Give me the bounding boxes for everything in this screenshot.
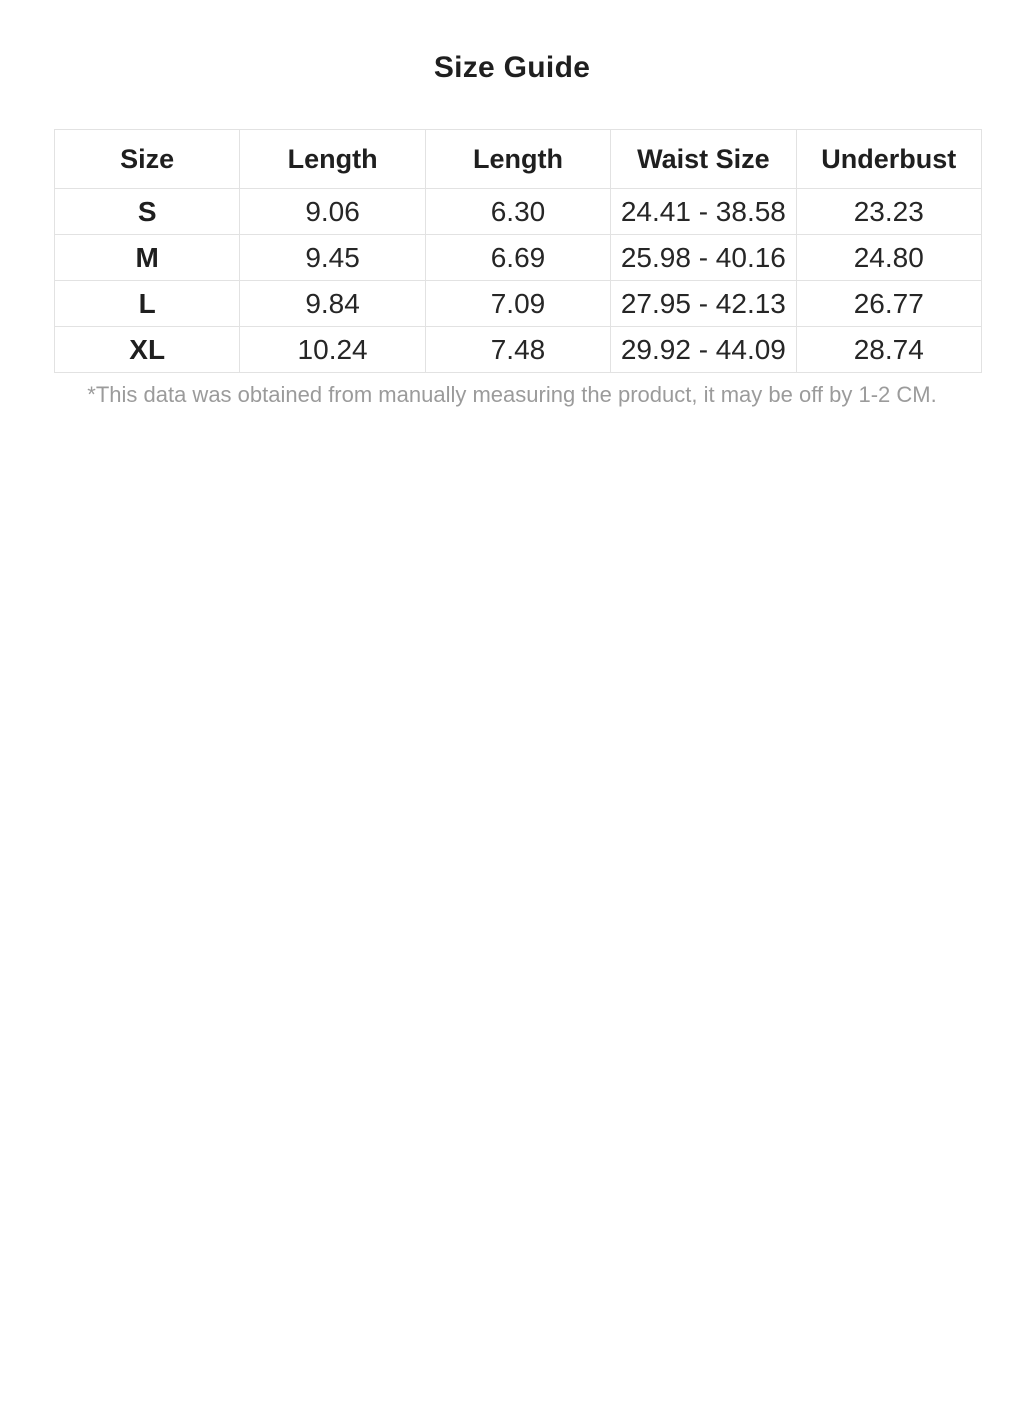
table-cell: 29.92 - 44.09 <box>610 326 797 373</box>
table-cell: 26.77 <box>795 280 983 327</box>
table-cell: 6.69 <box>424 234 612 281</box>
table-row-s: S 9.06 6.30 24.41 - 38.58 23.23 <box>53 188 983 235</box>
size-label: XL <box>53 326 241 373</box>
table-row-l: L 9.84 7.09 27.95 - 42.13 26.77 <box>53 280 983 327</box>
table-cell: 23.23 <box>795 188 983 235</box>
header-cell-size: Size <box>53 129 241 189</box>
table-cell: 9.84 <box>239 280 426 327</box>
table-row-xl: XL 10.24 7.48 29.92 - 44.09 28.74 <box>53 326 983 373</box>
table-cell: 24.80 <box>795 234 983 281</box>
size-guide-page: { "page": { "title": "Size Guide", "foot… <box>0 50 1024 1414</box>
page-title: Size Guide <box>433 51 591 84</box>
table-cell: 7.09 <box>424 280 612 327</box>
size-label: L <box>53 280 241 327</box>
table-cell: 28.74 <box>795 326 983 373</box>
header-row: Size Length Length Waist Size Underbust <box>53 129 983 189</box>
header-cell-waist-size: Waist Size <box>610 129 797 189</box>
table-cell: 27.95 - 42.13 <box>610 280 797 327</box>
header-cell-length-1: Length <box>239 129 426 189</box>
size-label: S <box>53 188 241 235</box>
table-body: S 9.06 6.30 24.41 - 38.58 23.23 M 9.45 6… <box>53 188 983 373</box>
table-cell: 10.24 <box>239 326 426 373</box>
table-header: Size Length Length Waist Size Underbust <box>53 129 983 189</box>
table-cell: 6.30 <box>424 188 612 235</box>
header-cell-underbust: Underbust <box>795 129 983 189</box>
table-cell: 25.98 - 40.16 <box>610 234 797 281</box>
table-cell: 7.48 <box>424 326 612 373</box>
measurement-disclaimer: *This data was obtained from manually me… <box>87 382 937 407</box>
table-row-m: M 9.45 6.69 25.98 - 40.16 24.80 <box>53 234 983 281</box>
header-cell-length-2: Length <box>424 129 612 189</box>
table-cell: 24.41 - 38.58 <box>610 188 797 235</box>
table-cell: 9.45 <box>239 234 426 281</box>
size-label: M <box>53 234 241 281</box>
size-guide-table: Size Length Length Waist Size Underbust … <box>53 129 983 373</box>
table-cell: 9.06 <box>239 188 426 235</box>
